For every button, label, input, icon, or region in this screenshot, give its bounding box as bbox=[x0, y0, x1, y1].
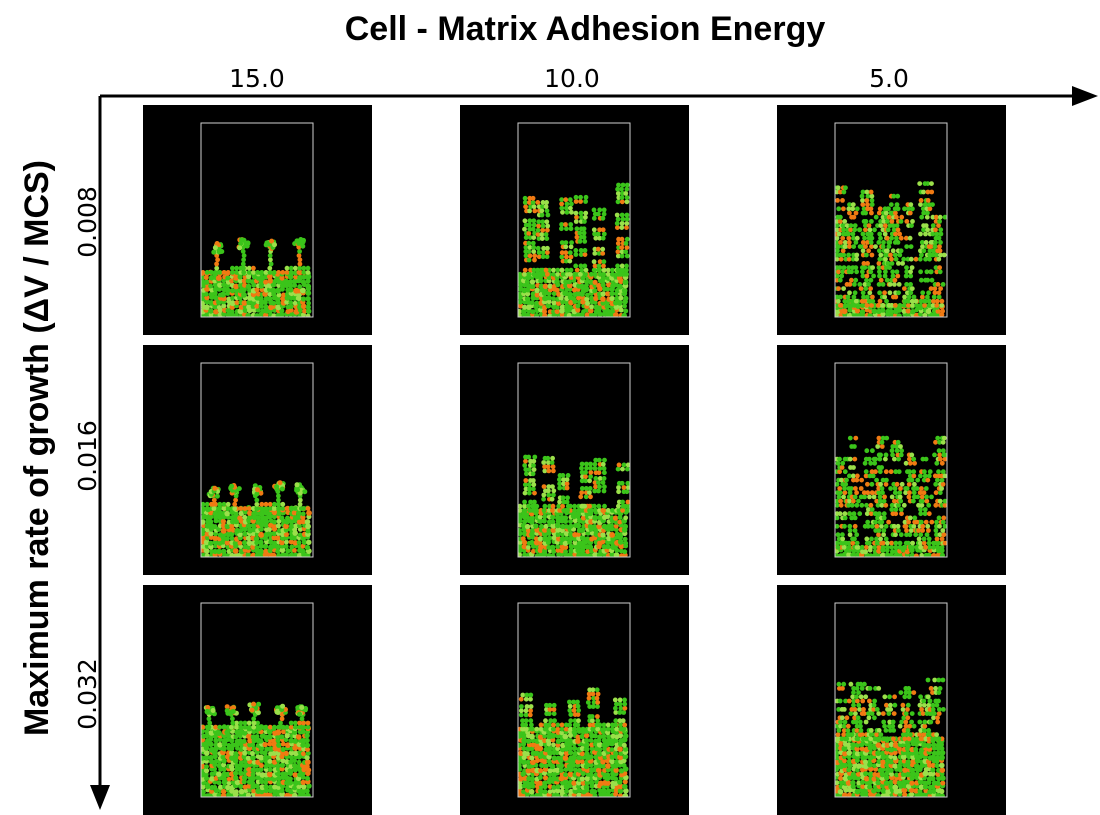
simulation-domain-outline bbox=[200, 602, 314, 798]
row-axis-title: Maximum rate of growth (ΔV / MCS) bbox=[18, 160, 56, 736]
column-axis-arrowhead bbox=[1072, 86, 1098, 106]
simulation-panel bbox=[460, 345, 689, 575]
panel-background bbox=[777, 345, 1006, 575]
cell-population bbox=[835, 181, 947, 317]
cell-population bbox=[835, 435, 947, 557]
simulation-domain-outline bbox=[200, 122, 314, 318]
axes bbox=[90, 86, 1098, 810]
cell-population bbox=[201, 701, 312, 797]
simulation-panel bbox=[143, 585, 372, 815]
column-value-label: 10.0 bbox=[544, 64, 600, 93]
simulation-domain-outline bbox=[517, 122, 631, 318]
simulation-panel bbox=[777, 585, 1006, 815]
cell-population bbox=[201, 237, 312, 317]
simulation-panel bbox=[777, 345, 1006, 575]
cell-population bbox=[201, 480, 312, 557]
simulation-panel bbox=[143, 105, 372, 335]
row-value-label: 0.008 bbox=[73, 186, 102, 258]
column-axis-title: Cell - Matrix Adhesion Energy bbox=[345, 10, 826, 48]
simulation-domain-outline bbox=[517, 602, 631, 798]
column-value-label: 5.0 bbox=[869, 64, 909, 93]
cell-population bbox=[518, 687, 629, 797]
simulation-domain-outline bbox=[834, 122, 948, 318]
row-axis-arrowhead bbox=[90, 785, 110, 810]
simulation-panel bbox=[777, 105, 1006, 335]
simulation-domain-outline bbox=[834, 602, 948, 798]
simulation-domain-outline bbox=[200, 362, 314, 558]
simulation-domain-outline bbox=[517, 362, 631, 558]
row-value-label: 0.032 bbox=[73, 658, 102, 730]
simulation-domain-outline bbox=[834, 362, 948, 558]
cell-population bbox=[835, 677, 946, 797]
simulation-panel bbox=[460, 585, 689, 815]
column-value-label: 15.0 bbox=[229, 64, 285, 93]
simulation-panels bbox=[143, 105, 1006, 815]
cell-population bbox=[518, 182, 630, 317]
row-value-label: 0.016 bbox=[73, 420, 102, 492]
simulation-panel bbox=[143, 345, 372, 575]
simulation-panel bbox=[460, 105, 689, 335]
cell-population bbox=[518, 454, 630, 557]
